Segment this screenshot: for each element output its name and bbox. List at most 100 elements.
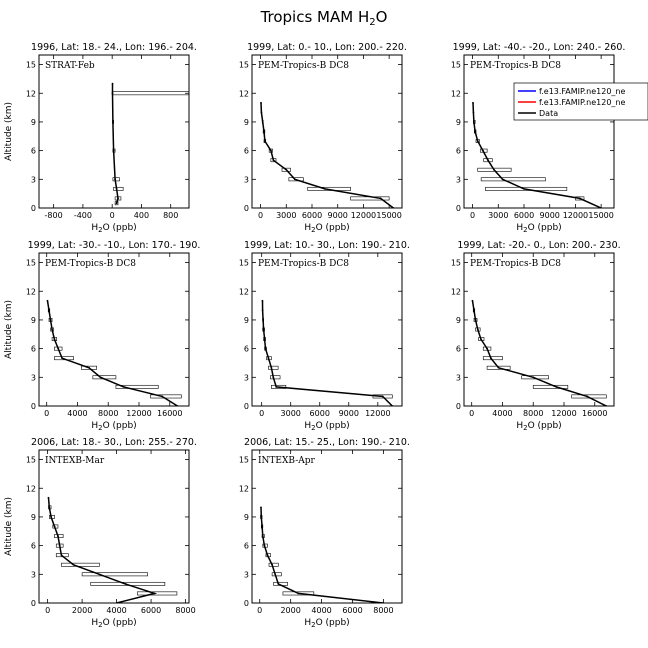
panel-title: 1999, Lat: 10.- 30., Lon: 190.- 210. [244,240,410,251]
data-point [51,328,53,331]
data-layer [260,101,395,208]
data-point [272,159,275,162]
y-tick-label: 15 [239,456,249,465]
data-point [262,319,265,321]
campaign-label: PEM-Tropics-B DC8 [258,259,349,269]
data-point [48,309,50,312]
range-box [482,356,503,361]
panel-title: 1999, Lat: 0.- 10., Lon: 200.- 220. [247,42,407,53]
data-point [486,347,488,350]
y-tick-label: 15 [26,456,36,465]
data-profile-line [260,507,384,603]
data-point [474,319,477,321]
data-point [61,357,63,360]
y-tick-label: 12 [239,287,249,296]
x-tick-label: 4000 [67,409,87,418]
range-box [115,384,159,389]
data-profile-line [261,300,393,406]
data-point [476,328,479,331]
range-box [112,177,120,182]
data-profile-line [46,300,178,406]
data-point [605,405,608,406]
x-axis-label: H2O (ppb) [304,618,349,629]
panel-title: 1999, Lat: -30.- -10., Lon: 170.- 190. [28,240,201,251]
data-point [58,544,61,547]
data-point [115,187,118,190]
y-tick-label: 6 [31,147,36,156]
y-tick-label: 3 [244,175,249,184]
plot-frame [38,252,190,407]
data-point [161,395,163,398]
data-point [285,168,288,171]
x-tick-label: 4000 [492,409,512,418]
data-point [493,168,495,171]
y-tick-label: 6 [31,345,36,354]
x-tick-label: 12000 [563,211,588,220]
y-tick-label: 9 [456,118,461,127]
range-box [271,572,282,577]
data-point [115,202,118,205]
data-layer [471,299,608,406]
plot-frame [38,54,190,209]
legend-box [513,82,648,121]
data-point [261,121,264,123]
y-tick-label: 3 [31,570,36,579]
y-tick-label: 6 [244,542,249,551]
data-point [264,347,267,350]
y-tick-label: 12 [26,484,36,493]
data-point [266,554,269,557]
data-layer [472,101,603,208]
data-layer [46,299,182,406]
data-point [46,299,49,302]
x-tick-label: 0 [470,211,475,220]
x-tick-label: -800 [45,211,63,220]
x-tick-label: 9000 [328,211,348,220]
data-profile-line [471,300,607,406]
y-tick-label: 3 [31,175,36,184]
range-box [480,177,546,182]
y-tick-label: 9 [31,316,36,325]
data-point [60,554,63,557]
y-tick-label: 6 [31,542,36,551]
plot-frame [251,54,403,209]
y-tick-label: 3 [244,570,249,579]
x-tick-label: 8000 [98,409,118,418]
x-tick-label: 4000 [311,606,331,615]
data-profile-line [47,497,158,603]
data-point [117,197,119,200]
plot-frame [251,449,403,604]
data-point [379,197,382,200]
data-point [53,338,56,340]
data-point [72,563,75,566]
data-point [532,376,535,379]
data-point [260,516,263,518]
range-box [486,365,511,370]
y-tick-label: 9 [244,316,249,325]
x-tick-label: 0 [469,409,474,418]
y-tick-label: 3 [244,373,249,382]
data-point [474,130,477,133]
data-point [122,385,125,388]
data-point [275,385,278,388]
range-box [532,384,569,389]
data-point [47,496,50,499]
x-tick-label: 12000 [351,211,376,220]
plot-frame [463,54,615,209]
data-point [480,338,482,340]
data-point [267,357,270,360]
campaign-label: PEM-Tropics-B DC8 [470,259,561,269]
y-tick-label: 6 [244,147,249,156]
y-tick-label: 9 [244,513,249,522]
data-point [472,121,475,123]
data-point [153,592,156,595]
range-box [485,186,568,191]
range-box [268,562,279,567]
panel-6: 1999, Lat: -20.- 0., Lon: 200.- 230. 0 3 6 9… [451,240,621,432]
x-tick-label: 0 [44,409,49,418]
data-profile-line [472,102,602,208]
data-point [114,178,116,181]
x-axis-label: H2O (ppb) [91,421,136,432]
x-tick-label: 6000 [310,409,330,418]
y-tick-label: 0 [31,599,36,608]
data-point [555,385,558,388]
